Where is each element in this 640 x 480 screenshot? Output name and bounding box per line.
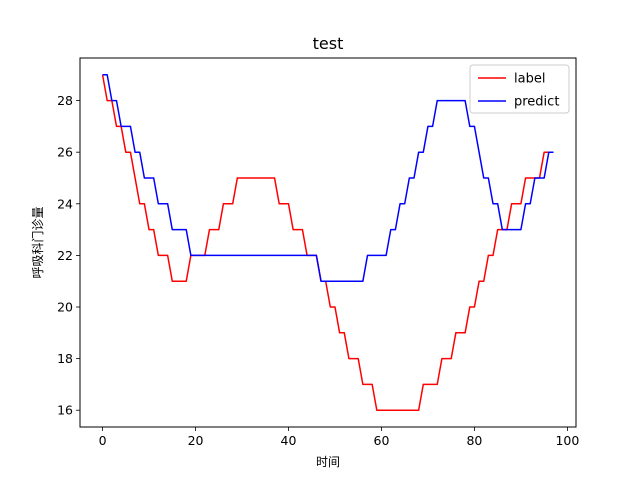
y-axis-label: 呼吸科门诊量 [30, 206, 45, 278]
y-tick-label: 28 [57, 93, 73, 108]
legend-label-predict: predict [514, 95, 559, 110]
legend-label-label: label [514, 72, 545, 87]
y-tick-label: 18 [57, 351, 73, 366]
x-tick-label: 60 [374, 433, 390, 448]
y-tick-label: 20 [57, 300, 73, 315]
y-tick-label: 24 [57, 196, 73, 211]
x-tick-label: 20 [188, 433, 204, 448]
y-tick-label: 16 [57, 403, 73, 418]
x-axis-label: 时间 [316, 455, 340, 469]
x-tick-label: 80 [466, 433, 482, 448]
series-line-label [101, 74, 554, 411]
x-tick-label: 0 [99, 433, 107, 448]
legend: label predict [469, 64, 570, 114]
series-line-predict [102, 74, 554, 282]
y-tick-label: 22 [57, 248, 73, 263]
axes-frame [79, 57, 577, 428]
x-axis-ticks: 0 20 40 60 80 100 [99, 427, 579, 448]
y-tick-label: 26 [57, 145, 73, 160]
chart-title: test [313, 34, 344, 53]
x-tick-label: 40 [281, 433, 297, 448]
series-lines [101, 74, 554, 411]
x-tick-label: 100 [555, 433, 579, 448]
y-axis-ticks: 16 18 20 22 24 26 28 [57, 93, 80, 418]
